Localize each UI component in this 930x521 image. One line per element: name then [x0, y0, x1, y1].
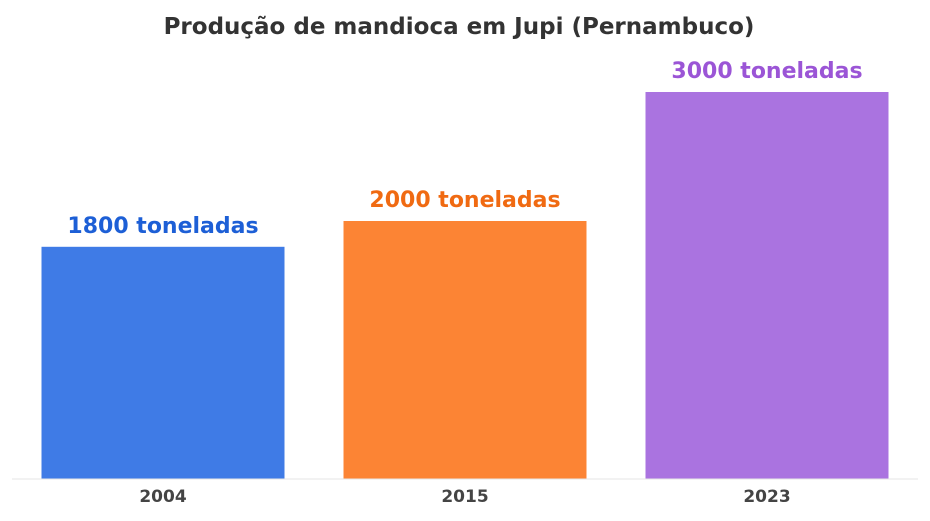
data-label-2015: 2000 toneladas [369, 188, 560, 213]
bar-2023 [645, 92, 889, 479]
bar-2015 [343, 221, 587, 479]
x-tick-label-2004: 2004 [139, 487, 186, 507]
chart-title: Produção de mandioca em Jupi (Pernambuco… [164, 14, 755, 40]
data-label-2023: 3000 toneladas [671, 59, 862, 84]
x-tick-label-2023: 2023 [743, 487, 790, 507]
x-tick-label-2015: 2015 [441, 487, 488, 507]
bar-2004 [41, 246, 285, 479]
data-labels-group: 1800 toneladas 2000 toneladas 3000 tonelad… [67, 59, 862, 239]
x-tick-labels-group: 2004 2015 2023 [139, 487, 790, 507]
data-label-2004: 1800 toneladas [67, 214, 258, 239]
bars-group [41, 92, 889, 479]
